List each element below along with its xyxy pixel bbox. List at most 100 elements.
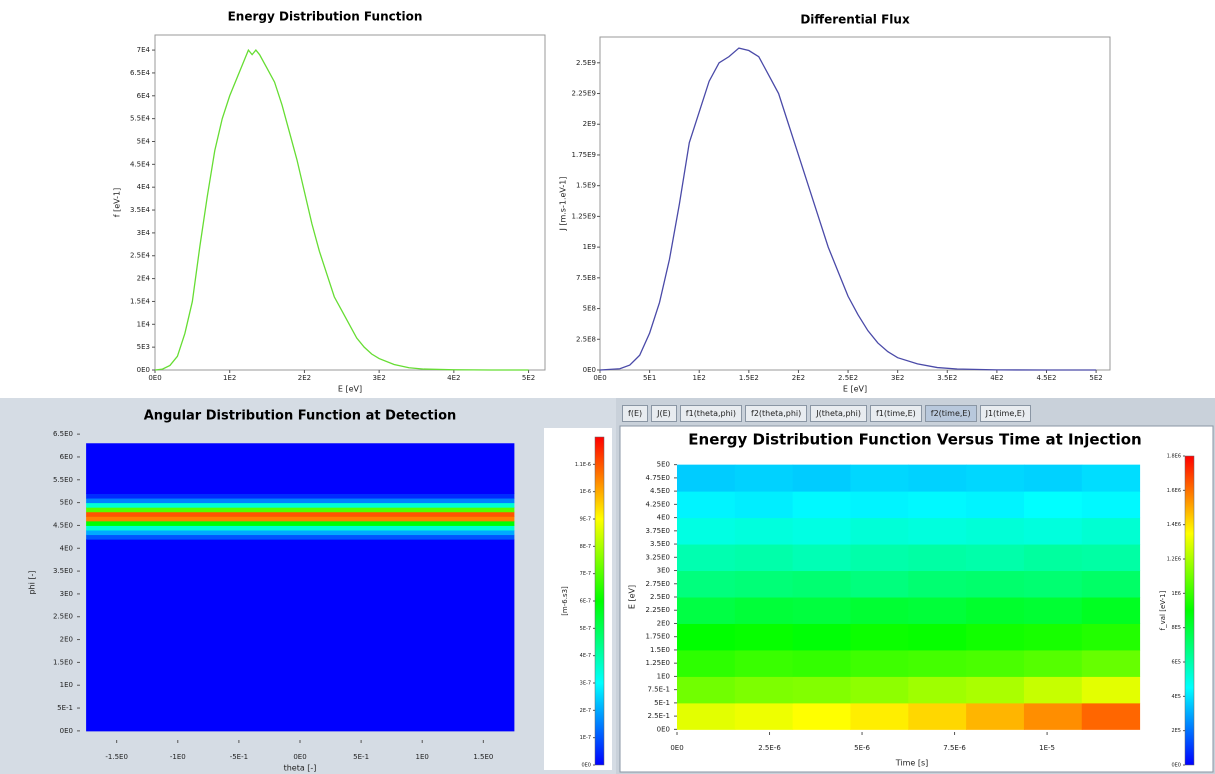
- tab[interactable]: f1(theta,phi): [679, 405, 743, 422]
- y-tick-label: 2.75E0: [646, 580, 670, 588]
- y-tick-label: 2.25E9: [572, 90, 596, 98]
- y-tick-label: 5E0: [657, 461, 670, 469]
- tab[interactable]: f2(theta,phi): [745, 405, 808, 422]
- y-tick-label: 3.5E4: [130, 206, 151, 214]
- heatmap-cell: [792, 491, 851, 519]
- colorbar-tick-label: 6E-7: [580, 599, 591, 605]
- tab[interactable]: J(E): [651, 405, 677, 422]
- heatmap-cell: [677, 464, 736, 492]
- y-tick-label: 5.5E4: [130, 115, 151, 123]
- y-tick-label: 2E9: [583, 120, 596, 128]
- y-tick-label: 3.25E0: [646, 553, 670, 561]
- colorbar-tick-label: 1E6: [1171, 591, 1181, 597]
- y-tick-label: 6E4: [137, 92, 151, 100]
- x-tick-label: 2E2: [792, 374, 805, 382]
- x-tick-label: 5E2: [1089, 374, 1102, 382]
- x-axis-label: E [eV]: [843, 385, 867, 394]
- x-tick-label: -1.5E0: [105, 753, 128, 761]
- x-tick-label: 0E0: [293, 753, 306, 761]
- heatmap-cell: [908, 676, 967, 704]
- colorbar-tick-label: 5E-7: [580, 626, 591, 632]
- heatmap-cell: [1081, 702, 1141, 730]
- heatmap-cell: [850, 491, 909, 519]
- y-tick-label: 5E0: [60, 499, 73, 507]
- y-tick-label: 3.75E0: [646, 527, 670, 535]
- heatmap-cell: [792, 676, 851, 704]
- colorbar-tick-label: 8E5: [1171, 625, 1181, 631]
- heatmap-cell: [1081, 597, 1141, 624]
- tab[interactable]: f1(time,E): [869, 405, 922, 422]
- heatmap-cell: [966, 702, 1025, 730]
- heatmap-cell: [677, 702, 736, 730]
- heatmap-cell: [86, 539, 515, 732]
- x-tick-label: 3E2: [891, 374, 904, 382]
- colorbar-tick-label: 8E-7: [580, 544, 591, 550]
- heatmap-cell: [850, 676, 909, 704]
- heatmap-cell: [1081, 517, 1141, 545]
- y-tick-label: 4.5E0: [53, 521, 73, 529]
- y-tick-label: 4.5E4: [130, 160, 151, 168]
- x-tick-label: 1E0: [416, 753, 429, 761]
- x-tick-label: 2.5E-6: [758, 744, 781, 752]
- y-tick-label: 2.25E0: [646, 606, 670, 614]
- colorbar-tick-label: 6E5: [1171, 660, 1181, 666]
- y-tick-label: 4E4: [137, 183, 151, 191]
- y-tick-label: 1.75E0: [646, 633, 670, 641]
- heatmap-cell: [850, 597, 909, 624]
- heatmap-cell: [908, 597, 967, 624]
- x-axis-label: E [eV]: [338, 385, 362, 394]
- heatmap-cell: [792, 597, 851, 624]
- heatmap-cell: [1081, 649, 1141, 677]
- x-tick-label: 3E2: [372, 374, 385, 382]
- heatmap-cell: [86, 516, 515, 522]
- y-tick-label: 5E-1: [57, 704, 73, 712]
- heatmap-cell: [677, 491, 736, 519]
- chart-title: Angular Distribution Function at Detecti…: [144, 409, 457, 424]
- heatmap-cell: [850, 464, 909, 492]
- heatmap-cell: [734, 623, 794, 651]
- y-tick-label: 2.5E0: [650, 593, 670, 601]
- y-tick-label: 1E9: [583, 243, 596, 251]
- x-tick-label: 0E0: [148, 374, 161, 382]
- heatmap-cell: [1081, 570, 1141, 598]
- y-tick-label: 3E4: [137, 229, 151, 237]
- y-tick-label: 1.5E0: [53, 658, 73, 666]
- heatmap-cell: [86, 493, 515, 499]
- tab[interactable]: f(E): [622, 405, 649, 422]
- heatmap-cell: [908, 491, 967, 519]
- heatmap-cell: [734, 544, 794, 572]
- y-tick-label: 2E0: [657, 619, 670, 627]
- plot-area: [154, 34, 546, 371]
- tab[interactable]: f2(time,E): [924, 405, 977, 422]
- tab[interactable]: J1(time,E): [979, 405, 1031, 422]
- heatmap-cell: [86, 530, 515, 536]
- tab-bar: f(E) J(E) f1(theta,phi) f2(theta,phi) J(thet…: [622, 405, 1031, 422]
- x-tick-label: 5E2: [522, 374, 535, 382]
- x-tick-label: -1E0: [170, 753, 186, 761]
- y-tick-label: 3.5E0: [650, 540, 670, 548]
- x-tick-label: 5E1: [643, 374, 656, 382]
- heatmap-cell: [792, 517, 851, 545]
- heatmap-cell: [677, 517, 736, 545]
- heatmap-cell: [86, 443, 515, 494]
- colorbar-tick-label: 1.4E6: [1167, 522, 1181, 528]
- plot-area: [599, 36, 1111, 371]
- x-axis-label: Time [s]: [895, 759, 929, 768]
- y-tick-label: 0E0: [657, 725, 670, 733]
- y-tick-label: 1.75E9: [572, 151, 596, 159]
- heatmap-cell: [792, 649, 851, 677]
- heatmap-cell: [1023, 544, 1083, 572]
- heatmap-cell: [1023, 517, 1083, 545]
- y-tick-label: 5.5E0: [53, 476, 73, 484]
- heatmap-cell: [86, 534, 515, 540]
- colorbar: [1184, 455, 1195, 766]
- heatmap-cell: [966, 570, 1025, 598]
- x-tick-label: 2E2: [298, 374, 311, 382]
- heatmap-cell: [677, 649, 736, 677]
- heatmap-cell: [850, 570, 909, 598]
- heatmap-cell: [86, 498, 515, 504]
- tab[interactable]: J(theta,phi): [810, 405, 867, 422]
- heatmap-cell: [677, 544, 736, 572]
